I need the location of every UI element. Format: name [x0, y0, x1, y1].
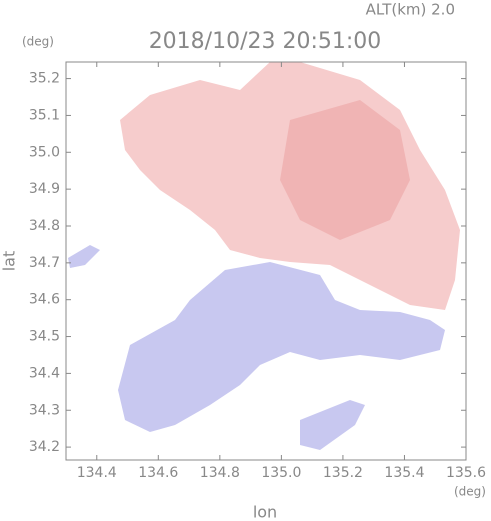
- y-tick-label: 34.9: [29, 181, 60, 197]
- y-tick-label: 35.0: [29, 144, 60, 160]
- y-tick-label: 34.5: [29, 329, 60, 345]
- radar-field: [68, 62, 460, 450]
- y-tick-label: 34.6: [29, 292, 60, 308]
- y-tick-label: 34.3: [29, 402, 60, 418]
- y-tick-label: 35.1: [29, 107, 60, 123]
- chart-subtitle: ALT(km) 2.0: [366, 1, 455, 19]
- approaching-echo: [68, 245, 100, 268]
- x-tick-label: 135.6: [446, 465, 486, 481]
- y-unit: (deg): [22, 35, 54, 49]
- approaching-echo: [300, 400, 365, 450]
- x-tick-label: 135.4: [384, 465, 424, 481]
- y-tick-label: 34.7: [29, 255, 60, 271]
- y-tick-label: 35.2: [29, 71, 60, 87]
- x-tick-label: 134.8: [200, 465, 240, 481]
- x-axis-label: lon: [253, 503, 277, 521]
- y-tick-label: 34.4: [29, 365, 60, 381]
- plot-frame: [65, 61, 467, 461]
- approaching-echo: [118, 262, 445, 432]
- x-tick-label: 135.0: [261, 465, 301, 481]
- y-axis-label: lat: [0, 251, 19, 272]
- chart-title: 2018/10/23 20:51:00: [149, 29, 382, 54]
- y-tick-label: 34.2: [29, 439, 60, 455]
- receding-echo: [280, 100, 410, 240]
- x-tick-label: 134.6: [138, 465, 178, 481]
- y-tick-label: 34.8: [29, 218, 60, 234]
- x-tick-label: 134.4: [77, 465, 117, 481]
- x-tick-label: 135.2: [323, 465, 363, 481]
- x-unit: (deg): [454, 485, 486, 499]
